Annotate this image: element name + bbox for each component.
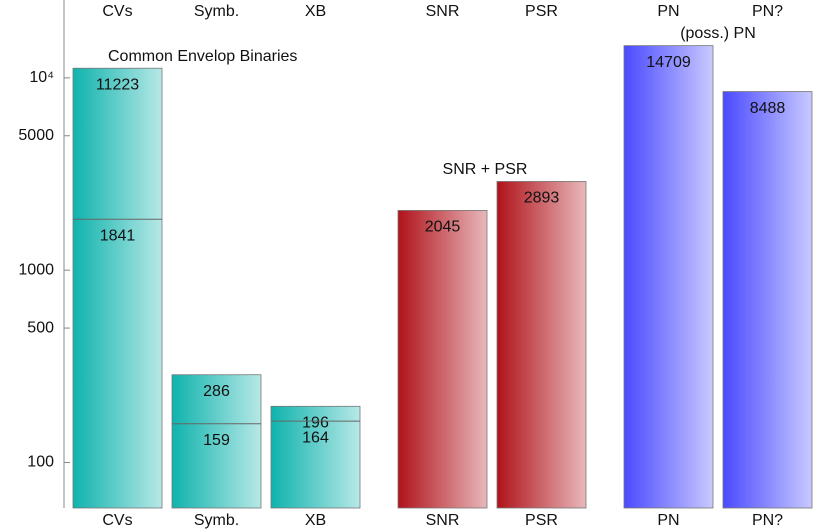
annotation: SNR + PSR [443, 161, 528, 178]
value-label: 11223 [96, 76, 139, 93]
x-tick-label: PSR [525, 512, 558, 529]
x-tick-label: PN [657, 512, 679, 529]
value-label: 1841 [100, 227, 136, 244]
bar [397, 210, 488, 509]
x-tick-label: PN? [752, 3, 783, 20]
value-label: 2045 [425, 219, 461, 236]
value-label: 8488 [750, 100, 786, 117]
x-tick-label: Symb. [194, 3, 239, 20]
x-tick-label: PSR [525, 3, 558, 20]
x-tick-label: SNR [426, 512, 460, 529]
y-tick-label: 5000 [18, 127, 54, 144]
x-tick-label: SNR [426, 3, 460, 20]
y-tick-label: 500 [27, 319, 54, 336]
value-label: 159 [203, 432, 230, 449]
bar [270, 405, 361, 509]
y-tick-label: 10⁴ [29, 69, 54, 86]
x-tick-label: PN? [752, 512, 783, 529]
value-label: 14709 [646, 54, 691, 71]
annotation: Common Envelop Binaries [108, 48, 297, 65]
value-label: 164 [302, 429, 329, 446]
bar [623, 45, 714, 509]
x-tick-label: XB [305, 3, 326, 20]
value-label: 196 [302, 415, 329, 432]
bar [72, 67, 163, 509]
x-tick-label: XB [305, 512, 326, 529]
bar [722, 91, 813, 509]
annotation: (poss.) PN [680, 25, 756, 42]
bar [496, 181, 587, 509]
value-label: 2893 [524, 190, 560, 207]
y-tick-label: 1000 [18, 261, 54, 278]
x-tick-label: Symb. [194, 512, 239, 529]
value-label: 286 [203, 383, 230, 400]
bar [171, 374, 262, 509]
x-tick-label: PN [657, 3, 679, 20]
y-tick-label: 100 [27, 454, 54, 471]
x-tick-label: CVs [102, 3, 132, 20]
x-tick-label: CVs [102, 512, 132, 529]
